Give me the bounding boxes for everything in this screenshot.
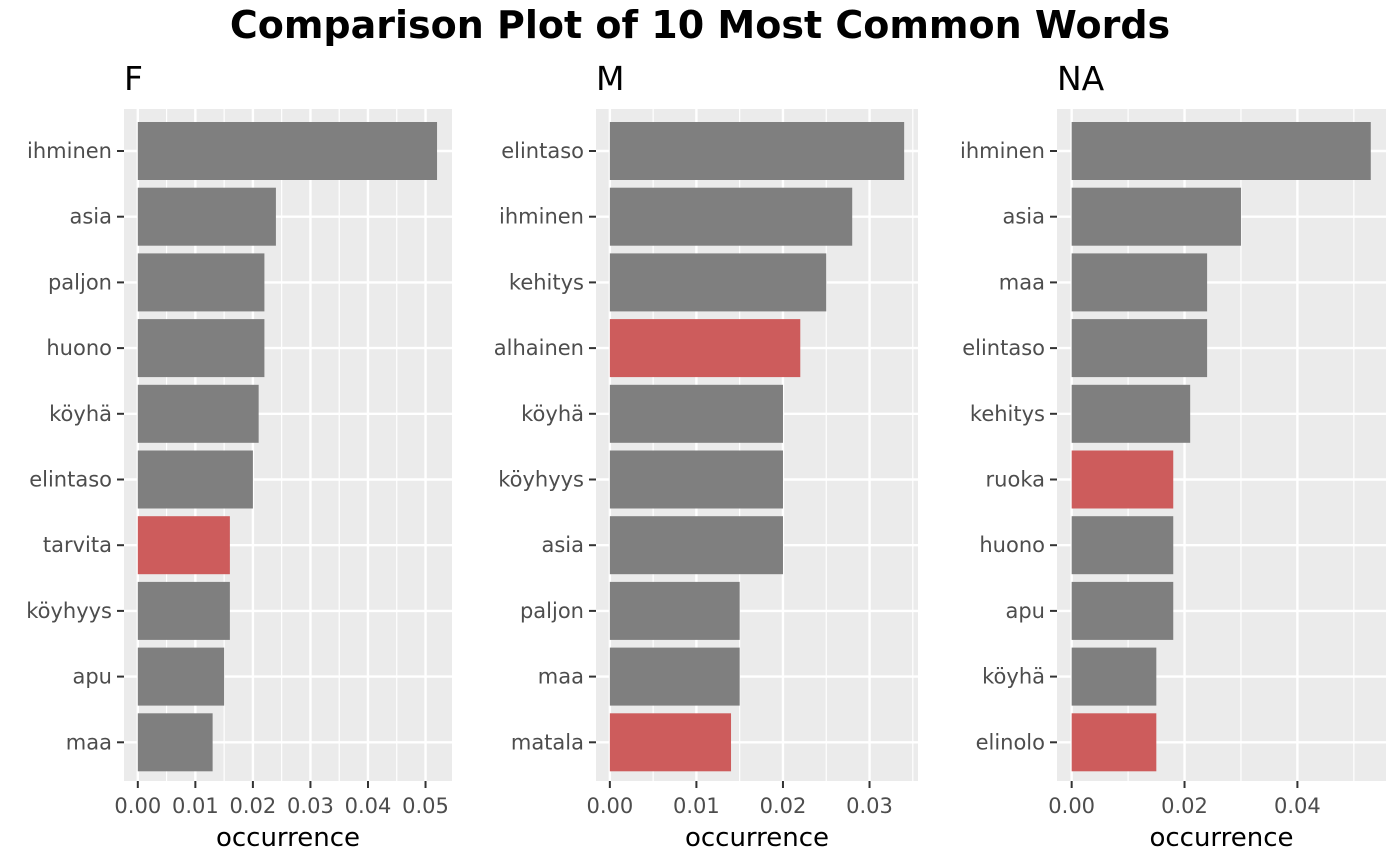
category-label: köyhyys [498,468,584,492]
category-label: maa [999,270,1045,294]
bar-köyhyys [137,581,230,640]
x-axis-title: occurrence [1149,823,1293,853]
x-tick-label: 0.02 [230,794,277,818]
x-tick-label: 0.00 [114,794,161,818]
category-label: elintaso [501,139,584,163]
category-label: kehitys [970,402,1045,426]
bar-paljon [137,253,265,312]
category-label: paljon [48,270,112,294]
bar-maa [137,713,213,772]
bar-ruoka [1071,450,1174,509]
x-tick-label: 0.05 [402,794,449,818]
category-label: köyhä [982,665,1045,689]
category-label: maa [538,665,584,689]
category-label: köyhä [521,402,584,426]
bar-matala [609,713,732,772]
category-label: ruoka [986,468,1045,492]
bar-maa [1071,253,1208,312]
category-label: apu [1005,599,1045,623]
category-label: huono [46,336,112,360]
x-tick-label: 0.04 [1274,794,1321,818]
bar-asia [609,516,783,575]
bar-ihminen [1071,122,1371,180]
bar-ihminen [137,122,438,180]
category-label: asia [69,205,112,229]
bar-köyhyys [609,450,783,509]
bar-asia [137,187,276,246]
bar-kehitys [609,253,827,312]
x-tick-label: 0.03 [287,794,334,818]
category-label: kehitys [509,270,584,294]
category-label: asia [1002,205,1045,229]
x-tick-label: 0.02 [1161,794,1208,818]
bar-elintaso [609,122,905,180]
category-label: tarvita [43,533,112,557]
x-tick-label: 0.00 [1048,794,1095,818]
category-label: ihminen [499,205,584,229]
bar-kehitys [1071,384,1191,443]
bar-köyhä [137,384,259,443]
bar-apu [1071,581,1174,640]
bar-apu [137,647,225,706]
x-tick-label: 0.01 [673,794,720,818]
x-axis-title: occurrence [216,823,360,853]
bar-elintaso [137,450,253,509]
bar-elinolo [1071,713,1157,772]
x-tick-label: 0.03 [846,794,893,818]
facet-label: M [596,59,624,98]
x-axis-title: occurrence [685,823,829,853]
category-label: ihminen [27,139,112,163]
category-label: elintaso [29,468,112,492]
x-tick-label: 0.02 [760,794,807,818]
category-label: ihminen [960,139,1045,163]
bar-köyhä [1071,647,1157,706]
category-label: köyhyys [26,599,112,623]
chart-title: Comparison Plot of 10 Most Common Words [230,3,1170,47]
x-tick-label: 0.01 [172,794,219,818]
x-tick-label: 0.00 [586,794,633,818]
bar-ihminen [609,187,853,246]
facet-panel-na: NA ihminen asia maa elintaso kehitys ruoka huon… [960,59,1386,853]
bar-paljon [609,581,740,640]
bar-tarvita [137,516,230,575]
category-label: huono [979,533,1045,557]
x-tick-label: 0.04 [345,794,392,818]
category-label: köyhä [49,402,112,426]
bar-huono [1071,516,1174,575]
category-label: maa [66,730,112,754]
category-label: apu [72,665,112,689]
bar-maa [609,647,740,706]
bar-huono [137,319,265,378]
bar-asia [1071,187,1241,246]
bar-alhainen [609,319,801,378]
category-label: elintaso [962,336,1045,360]
category-label: alhainen [494,336,584,360]
category-label: elinolo [976,730,1045,754]
bar-elintaso [1071,319,1208,378]
category-label: paljon [520,599,584,623]
facet-label: F [124,59,143,98]
bar-köyhä [609,384,783,443]
category-label: asia [541,533,584,557]
facet-label: NA [1057,59,1105,98]
category-label: matala [511,730,584,754]
